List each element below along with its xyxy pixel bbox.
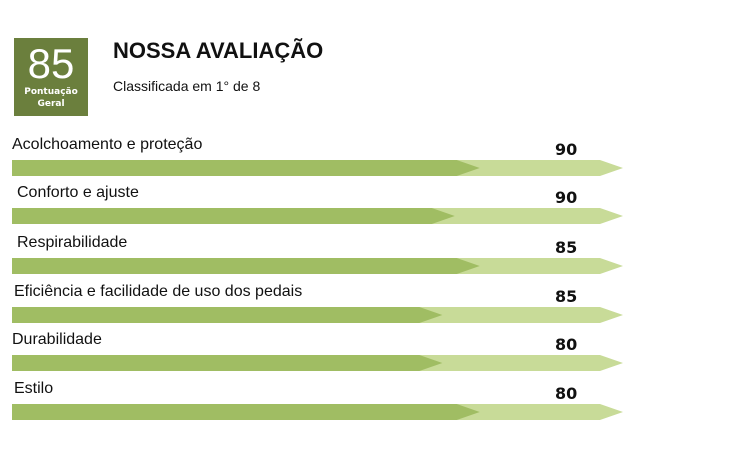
rating-bar: [12, 160, 623, 176]
overall-score-label-1: Pontuação: [24, 87, 78, 97]
rating-bar: [12, 307, 623, 323]
rating-score: 85: [555, 238, 578, 257]
rating-score: 90: [555, 188, 578, 207]
rating-bar-fill: [12, 355, 443, 371]
rating-bar: [12, 258, 623, 274]
rating-label: Durabilidade: [12, 331, 102, 348]
rating-score: 90: [555, 140, 578, 159]
rating-row: Acolchoamento e proteção 90: [0, 136, 700, 186]
rating-label: Estilo: [14, 380, 54, 397]
ranking-subtitle: Classificada em 1° de 8: [113, 78, 261, 94]
rating-bar-fill: [12, 258, 480, 274]
rating-bar: [12, 355, 623, 371]
overall-score-label-2: Geral: [37, 99, 65, 109]
rating-bar: [12, 404, 623, 420]
rating-row: Respirabilidade 85: [0, 234, 700, 284]
rating-row: Eficiência e facilidade de uso dos pedai…: [0, 283, 700, 333]
rating-bar-fill: [12, 404, 480, 420]
rating-bar-fill: [12, 307, 443, 323]
rating-score: 80: [555, 335, 578, 354]
rating-label: Eficiência e facilidade de uso dos pedai…: [14, 283, 303, 300]
rating-row: Estilo 80: [0, 380, 700, 430]
rating-score: 85: [555, 287, 578, 306]
rating-score: 80: [555, 384, 578, 403]
page-title: NOSSA AVALIAÇÃO: [113, 38, 324, 63]
rating-bar: [12, 208, 623, 224]
overall-score: 85: [27, 40, 75, 87]
rating-label: Acolchoamento e proteção: [12, 136, 203, 153]
rating-label: Conforto e ajuste: [17, 184, 139, 201]
rating-row: Conforto e ajuste 90: [0, 184, 700, 234]
rating-row: Durabilidade 80: [0, 331, 700, 381]
overall-score-badge: 85 Pontuação Geral: [14, 38, 88, 116]
rating-bar-fill: [12, 160, 480, 176]
rating-label: Respirabilidade: [17, 234, 128, 251]
rating-bar-fill: [12, 208, 455, 224]
